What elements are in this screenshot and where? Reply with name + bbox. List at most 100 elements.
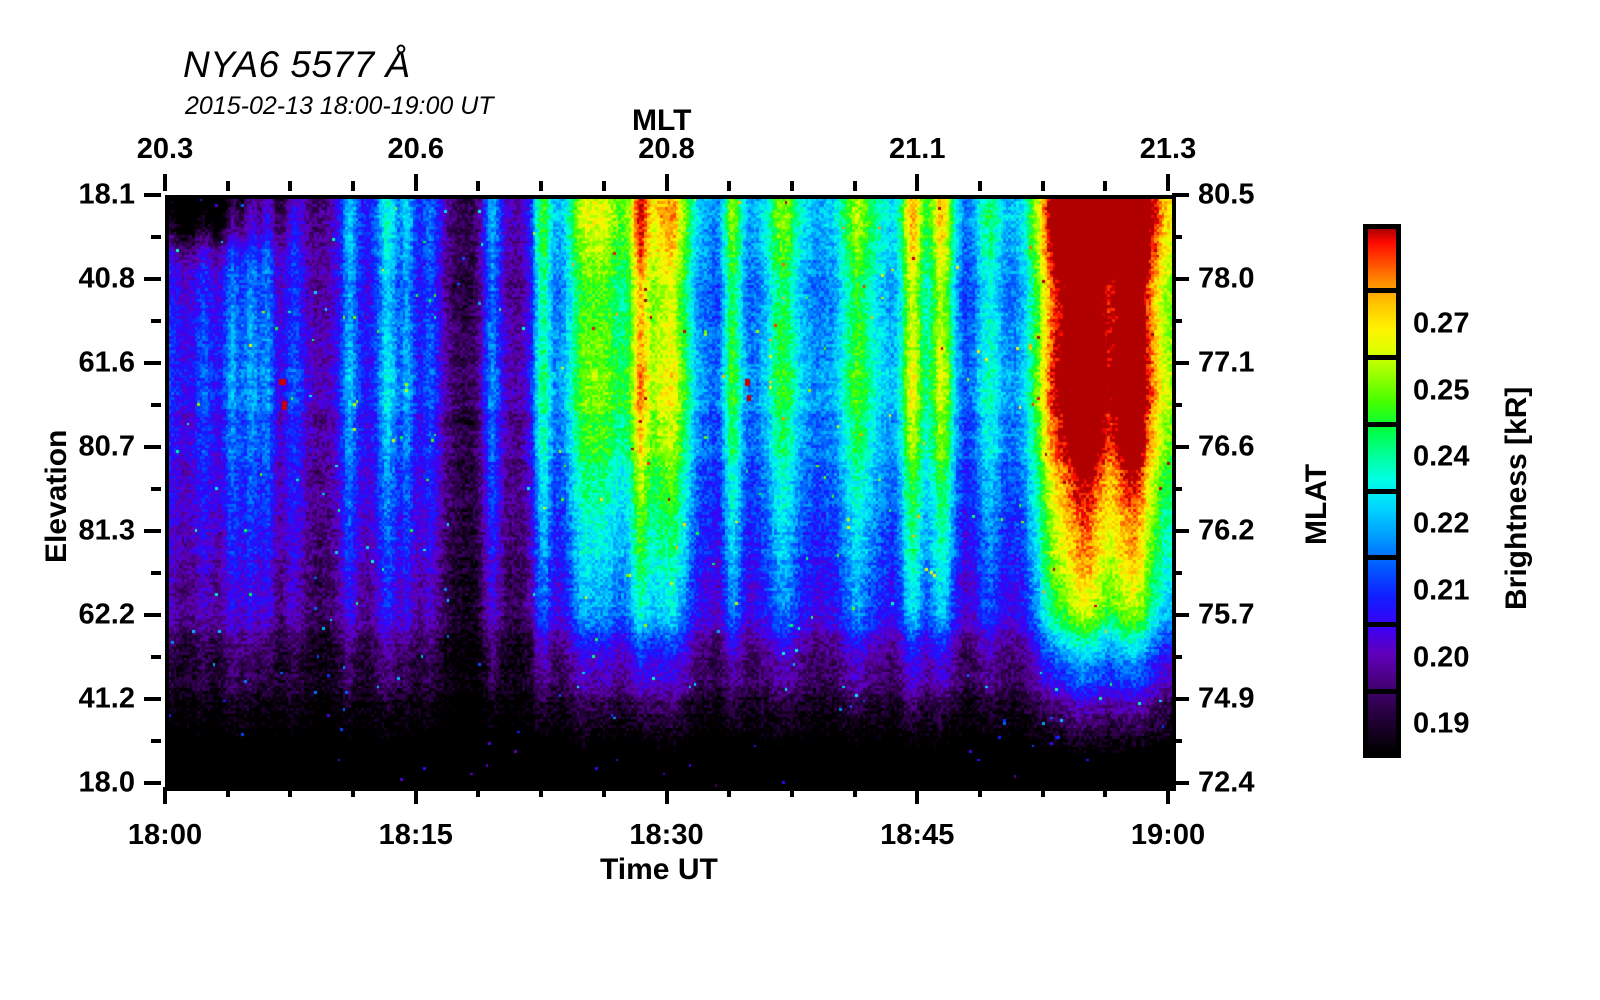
tick-left-minor-2 (151, 402, 161, 407)
tick-right-major-2 (1172, 360, 1189, 365)
colorbar-label-brightness: Brightness [kR] (1500, 386, 1533, 610)
tick-left-major-0 (144, 193, 161, 197)
tick-right-minor-0 (1172, 234, 1182, 239)
tick-right-major-1 (1172, 276, 1189, 281)
tick-bottom-major-3 (915, 787, 920, 804)
tick-bottom-major-2 (664, 787, 669, 804)
top-axis-label-mlt: MLT (632, 104, 692, 137)
tick-right-minor-4 (1172, 570, 1182, 575)
colorbar-divider-1 (1363, 355, 1401, 360)
tick-left-major-7 (144, 781, 161, 785)
ytick-label-3: 80.7 (78, 430, 135, 463)
tick-bottom-minor-0-2 (288, 787, 293, 797)
colorbar-tick-label-4: 0.21 (1413, 574, 1470, 607)
xtick-label-4: 19:00 (1130, 819, 1206, 851)
colorbar-tick-label-2: 0.24 (1413, 440, 1470, 473)
tick-top-major-2 (664, 174, 669, 191)
tick-bottom-major-1 (413, 787, 418, 804)
tick-top-major-1 (413, 174, 418, 191)
tick-left-major-2 (144, 360, 161, 365)
tick-top-minor-1-2 (539, 181, 544, 191)
colorbar-tick-label-1: 0.25 (1413, 374, 1470, 406)
xtick-label-1: 18:15 (378, 819, 453, 851)
y2tick-label-7: 72.4 (1198, 766, 1255, 799)
tick-bottom-minor-2-3 (852, 787, 857, 797)
ytick-label-4: 81.3 (78, 514, 135, 547)
xtick-label-0: 18:00 (127, 819, 203, 851)
tick-top-major-4 (1166, 174, 1170, 191)
tick-bottom-minor-2-1 (727, 787, 732, 797)
ytick-label-1: 40.8 (78, 262, 135, 295)
tick-right-major-4 (1172, 528, 1189, 533)
tick-left-major-5 (144, 612, 161, 617)
tick-top-minor-3-3 (1103, 181, 1108, 191)
tick-left-major-6 (144, 696, 161, 701)
tick-top-minor-3-2 (1040, 181, 1045, 191)
tick-bottom-minor-3-1 (977, 787, 982, 797)
tick-top-minor-0-2 (288, 181, 293, 191)
tick-top-major-3 (915, 174, 920, 191)
tick-right-minor-3 (1172, 486, 1182, 491)
x2tick-label-3: 21.1 (889, 133, 946, 165)
tick-left-minor-1 (151, 318, 161, 323)
tick-right-minor-2 (1172, 402, 1182, 407)
tick-right-major-5 (1172, 612, 1189, 617)
colorbar-divider-0 (1363, 288, 1401, 294)
colorbar-tick-label-0: 0.27 (1413, 307, 1470, 340)
ytick-label-6: 41.2 (78, 682, 135, 715)
figure-subtitle: 2015-02-13 18:00-19:00 UT (185, 92, 494, 120)
colorbar-divider-6 (1363, 688, 1401, 694)
tick-bottom-minor-0-3 (351, 787, 356, 797)
y2tick-label-3: 76.6 (1198, 430, 1255, 463)
colorbar-divider-3 (1363, 488, 1401, 494)
tick-right-major-7 (1172, 781, 1189, 785)
tick-top-minor-2-2 (789, 181, 794, 191)
tick-left-minor-0 (151, 234, 161, 239)
tick-bottom-minor-1-2 (539, 787, 544, 797)
tick-top-minor-3-1 (977, 181, 982, 191)
tick-left-major-1 (144, 276, 161, 281)
y2tick-label-0: 80.5 (1198, 178, 1255, 211)
y2tick-label-1: 78.0 (1198, 262, 1255, 295)
xtick-label-3: 18:45 (880, 819, 955, 851)
y2tick-label-6: 74.9 (1198, 682, 1255, 715)
tick-right-major-0 (1172, 193, 1189, 197)
tick-left-major-4 (144, 528, 161, 533)
tick-bottom-minor-1-1 (476, 787, 481, 797)
keogram-plot-area (165, 195, 1176, 791)
tick-top-minor-2-1 (727, 181, 732, 191)
tick-left-major-3 (144, 444, 161, 449)
tick-right-major-6 (1172, 696, 1189, 701)
tick-bottom-major-4 (1166, 787, 1170, 804)
tick-top-minor-1-3 (601, 181, 606, 191)
colorbar-tick-label-5: 0.20 (1413, 641, 1470, 673)
tick-right-major-3 (1172, 444, 1189, 449)
y2tick-label-2: 77.1 (1198, 346, 1255, 379)
left-axis-label-elevation: Elevation (40, 429, 73, 563)
tick-bottom-minor-3-3 (1103, 787, 1108, 797)
colorbar-tick-label-6: 0.19 (1413, 707, 1470, 740)
tick-left-minor-5 (151, 654, 161, 659)
figure-title: NYA6 5577 Å (183, 44, 411, 85)
y2tick-label-5: 75.7 (1198, 598, 1255, 631)
tick-bottom-minor-2-2 (789, 787, 794, 797)
colorbar-divider-2 (1363, 421, 1401, 427)
tick-right-minor-5 (1172, 654, 1182, 659)
tick-bottom-minor-0-1 (225, 787, 230, 797)
right-axis-label-mlat: MLAT (1300, 463, 1333, 545)
ytick-label-5: 62.2 (78, 598, 135, 631)
x2tick-label-0: 20.3 (136, 133, 194, 165)
xtick-label-2: 18:30 (629, 819, 704, 851)
tick-bottom-major-0 (163, 787, 167, 804)
tick-left-minor-6 (151, 738, 161, 743)
tick-left-minor-3 (151, 486, 161, 491)
x2tick-label-2: 20.8 (638, 133, 695, 165)
colorbar-divider-4 (1363, 555, 1401, 561)
y2tick-label-4: 76.2 (1198, 514, 1255, 547)
keogram-image (169, 199, 1172, 787)
tick-bottom-minor-1-3 (601, 787, 606, 797)
tick-top-minor-0-1 (225, 181, 230, 191)
tick-top-minor-1-1 (476, 181, 481, 191)
tick-right-minor-1 (1172, 318, 1182, 323)
